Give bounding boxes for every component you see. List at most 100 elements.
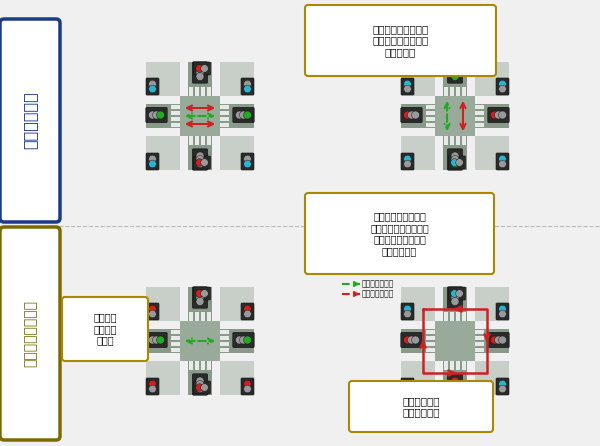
FancyBboxPatch shape	[241, 78, 254, 95]
Circle shape	[149, 85, 156, 93]
Circle shape	[244, 85, 251, 93]
Circle shape	[451, 69, 459, 77]
Circle shape	[451, 290, 458, 297]
Circle shape	[200, 65, 208, 72]
Circle shape	[196, 160, 204, 168]
Bar	[450, 361, 454, 370]
Circle shape	[149, 155, 156, 163]
FancyBboxPatch shape	[193, 156, 211, 169]
Bar	[443, 62, 467, 170]
Bar	[475, 105, 484, 109]
Bar	[426, 348, 435, 352]
Bar	[195, 361, 199, 370]
FancyBboxPatch shape	[305, 193, 494, 274]
Bar	[426, 111, 435, 115]
Text: ：自動車通行可: ：自動車通行可	[362, 280, 394, 289]
Circle shape	[404, 380, 412, 388]
FancyBboxPatch shape	[401, 378, 414, 395]
Circle shape	[494, 111, 503, 119]
Bar	[444, 136, 448, 145]
Bar	[188, 62, 212, 170]
Circle shape	[196, 384, 203, 391]
Bar	[220, 348, 229, 352]
Circle shape	[499, 111, 506, 119]
Bar	[435, 96, 475, 136]
FancyBboxPatch shape	[449, 381, 466, 394]
FancyBboxPatch shape	[449, 287, 466, 300]
Circle shape	[235, 336, 244, 344]
Circle shape	[404, 305, 412, 313]
Bar	[426, 336, 435, 340]
FancyBboxPatch shape	[496, 153, 509, 170]
Bar	[171, 336, 180, 340]
Circle shape	[499, 80, 506, 88]
Bar	[220, 342, 229, 346]
Bar	[462, 87, 466, 96]
Circle shape	[239, 111, 248, 119]
Circle shape	[149, 160, 156, 168]
Bar	[475, 348, 484, 352]
Circle shape	[196, 290, 203, 297]
Bar	[180, 96, 220, 136]
Circle shape	[152, 111, 161, 119]
FancyBboxPatch shape	[62, 297, 148, 361]
Bar	[475, 342, 484, 346]
Circle shape	[499, 385, 506, 393]
Circle shape	[412, 336, 419, 344]
FancyBboxPatch shape	[241, 378, 254, 395]
Circle shape	[412, 111, 419, 119]
Circle shape	[404, 111, 412, 119]
Bar	[220, 117, 229, 121]
Bar	[444, 87, 448, 96]
Circle shape	[196, 377, 204, 385]
Circle shape	[499, 336, 506, 344]
Circle shape	[244, 160, 251, 168]
Bar	[146, 136, 180, 170]
Circle shape	[157, 336, 164, 344]
Bar	[207, 312, 211, 321]
Bar	[220, 62, 254, 96]
Circle shape	[499, 380, 506, 388]
FancyBboxPatch shape	[448, 149, 463, 170]
FancyBboxPatch shape	[146, 303, 159, 320]
FancyBboxPatch shape	[496, 378, 509, 395]
Bar	[220, 136, 254, 170]
Bar	[426, 117, 435, 121]
Text: 車両用と歩行者用の
信号機が同時に青に
変わったね: 車両用と歩行者用の 信号機が同時に青に 変わったね	[373, 24, 428, 57]
Circle shape	[407, 111, 415, 119]
Circle shape	[456, 159, 463, 166]
Circle shape	[244, 385, 251, 393]
Circle shape	[200, 159, 208, 166]
Circle shape	[456, 384, 463, 391]
Circle shape	[451, 152, 459, 160]
Circle shape	[499, 160, 506, 168]
Circle shape	[196, 65, 204, 73]
Bar	[444, 361, 448, 370]
Bar	[201, 361, 205, 370]
Circle shape	[499, 85, 506, 93]
Circle shape	[451, 65, 459, 73]
Circle shape	[404, 85, 412, 93]
Circle shape	[499, 155, 506, 163]
Circle shape	[196, 290, 204, 298]
Bar	[462, 312, 466, 321]
Circle shape	[235, 111, 244, 119]
Bar	[171, 330, 180, 334]
Circle shape	[451, 297, 459, 306]
Circle shape	[244, 380, 251, 388]
Circle shape	[200, 290, 208, 297]
Circle shape	[451, 156, 459, 164]
Bar	[435, 321, 475, 361]
Bar	[220, 105, 229, 109]
Bar	[220, 111, 229, 115]
Bar	[475, 136, 509, 170]
Circle shape	[494, 336, 503, 344]
Circle shape	[404, 155, 412, 163]
Bar	[188, 287, 212, 395]
FancyBboxPatch shape	[448, 374, 463, 395]
FancyBboxPatch shape	[349, 381, 493, 432]
Circle shape	[149, 111, 157, 119]
Text: 通常の信号機: 通常の信号機	[23, 91, 37, 149]
Bar	[475, 62, 509, 96]
Circle shape	[196, 152, 204, 160]
